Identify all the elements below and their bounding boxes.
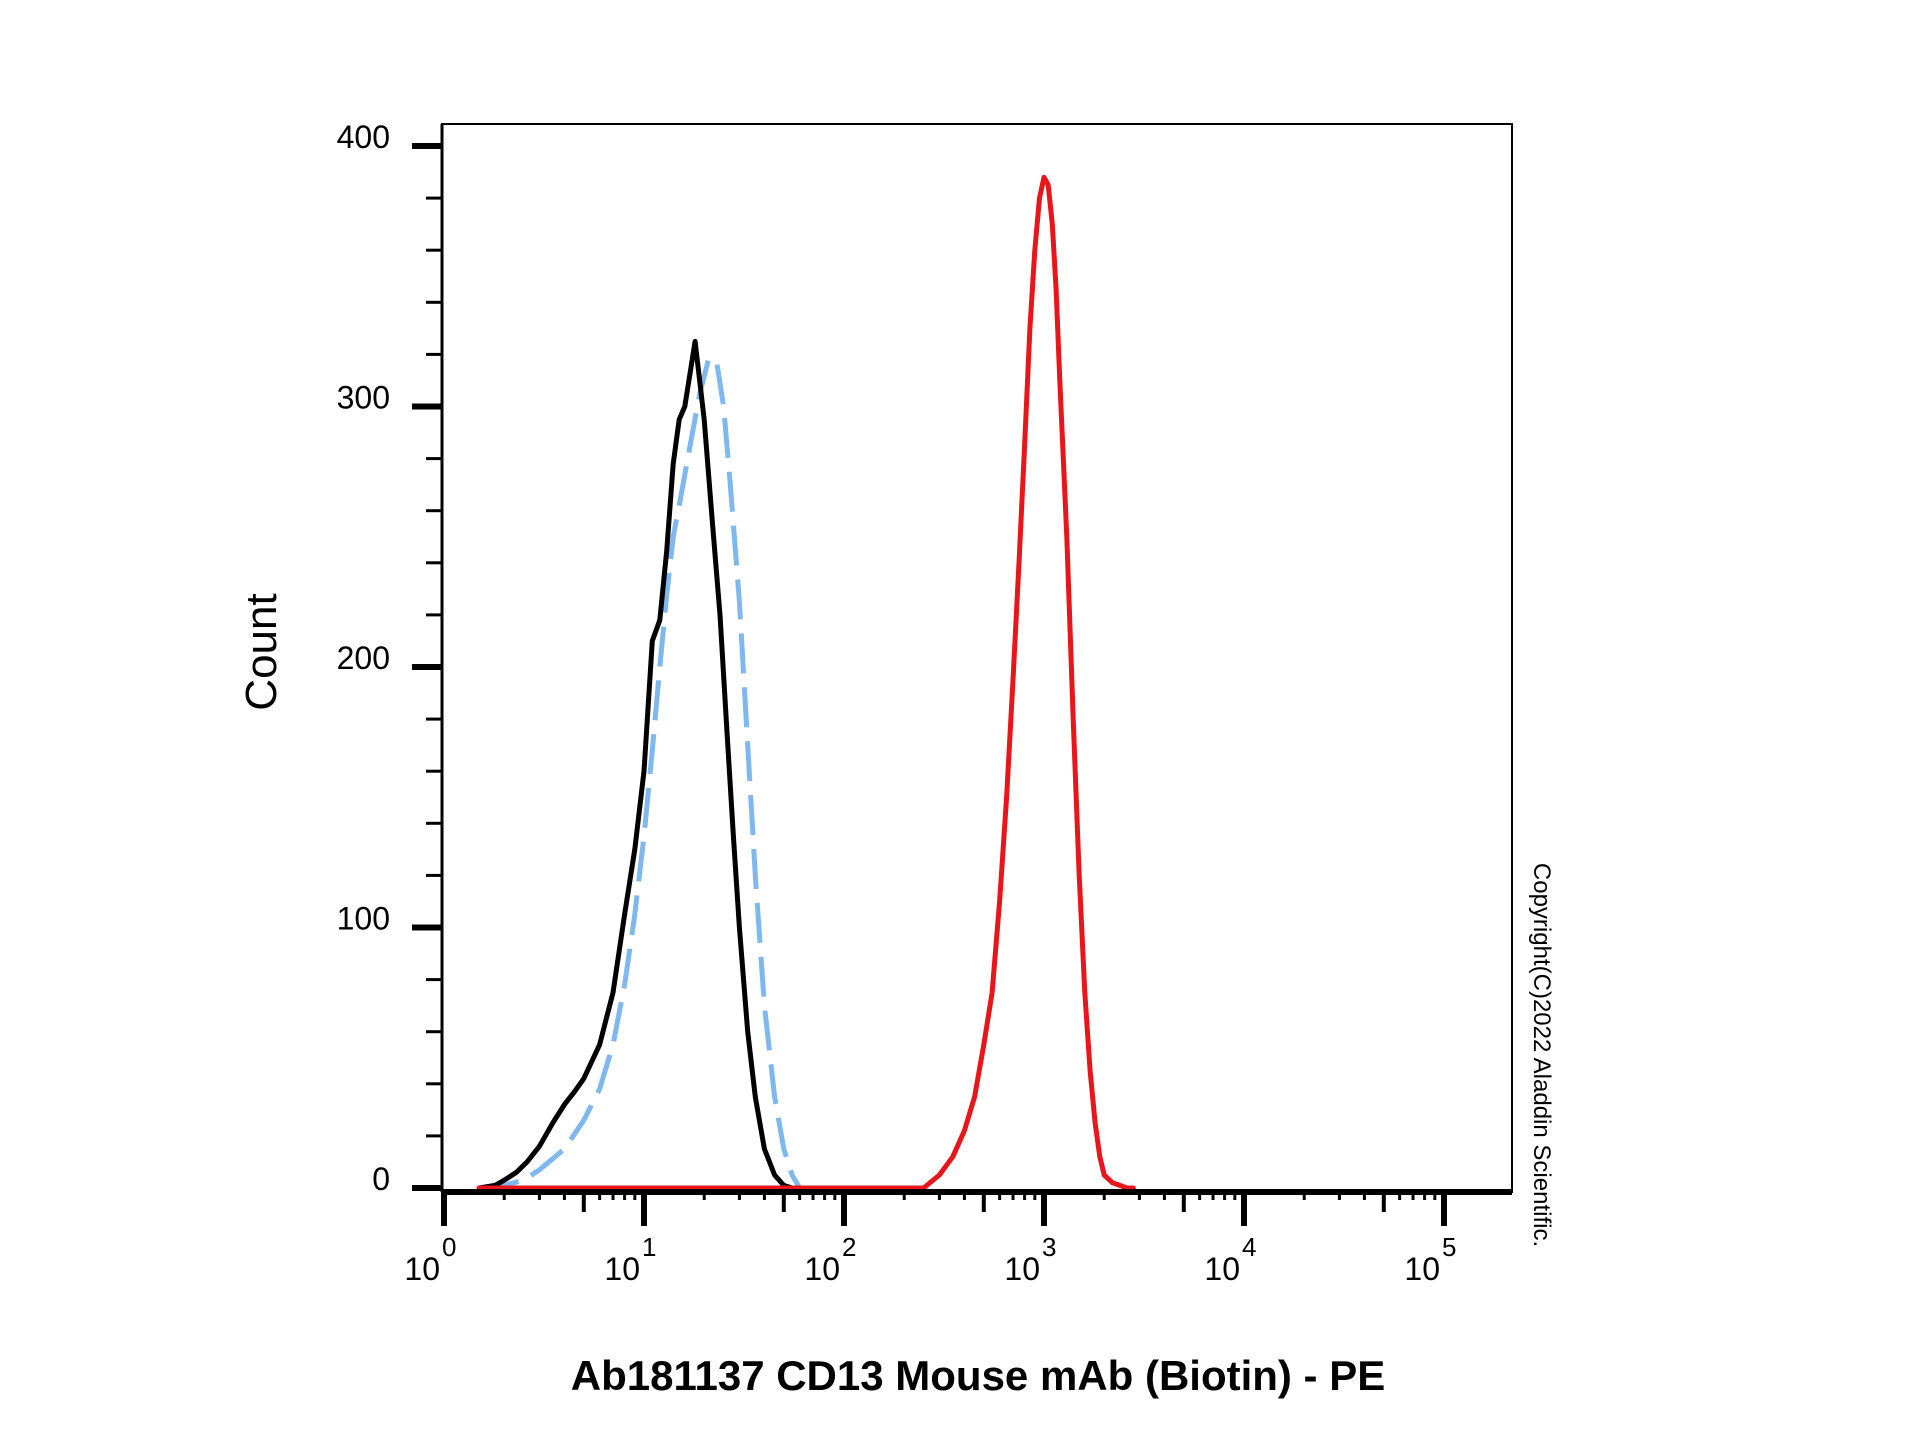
x-tick-exponent: 1 <box>642 1232 656 1262</box>
series-line-3 <box>476 174 1136 1191</box>
series-line-2 <box>476 338 795 1191</box>
x-tick-exponent: 0 <box>442 1232 456 1262</box>
x-tick-label: 10 <box>804 1251 840 1287</box>
x-tick-exponent: 4 <box>1242 1232 1256 1262</box>
y-axis: 0 100 200 300 400 <box>337 119 444 1197</box>
x-tick-label: 10 <box>1204 1251 1240 1287</box>
x-tick-exponent: 3 <box>1042 1232 1056 1262</box>
y-tick-label: 200 <box>337 640 390 676</box>
x-tick-exponent: 2 <box>842 1232 856 1262</box>
y-tick-label: 0 <box>372 1161 390 1197</box>
x-tick-label: 10 <box>1004 1251 1040 1287</box>
x-tick-label: 10 <box>604 1251 640 1287</box>
x-tick-exponent: 5 <box>1442 1232 1456 1262</box>
copyright-text: Copyright(C)2022 Aladdin Scientific. <box>1528 863 1555 1247</box>
series-layer <box>476 174 1136 1191</box>
x-tick-label: 10 <box>1404 1251 1440 1287</box>
y-axis-label: Count <box>237 593 286 710</box>
series-line-1 <box>478 357 802 1191</box>
y-tick-label: 300 <box>337 380 390 416</box>
y-tick-label: 100 <box>337 901 390 937</box>
x-axis-label: Ab181137 CD13 Mouse mAb (Biotin) - PE <box>571 1352 1386 1399</box>
x-tick-label: 10 <box>404 1251 440 1287</box>
y-tick-label: 400 <box>337 119 390 155</box>
